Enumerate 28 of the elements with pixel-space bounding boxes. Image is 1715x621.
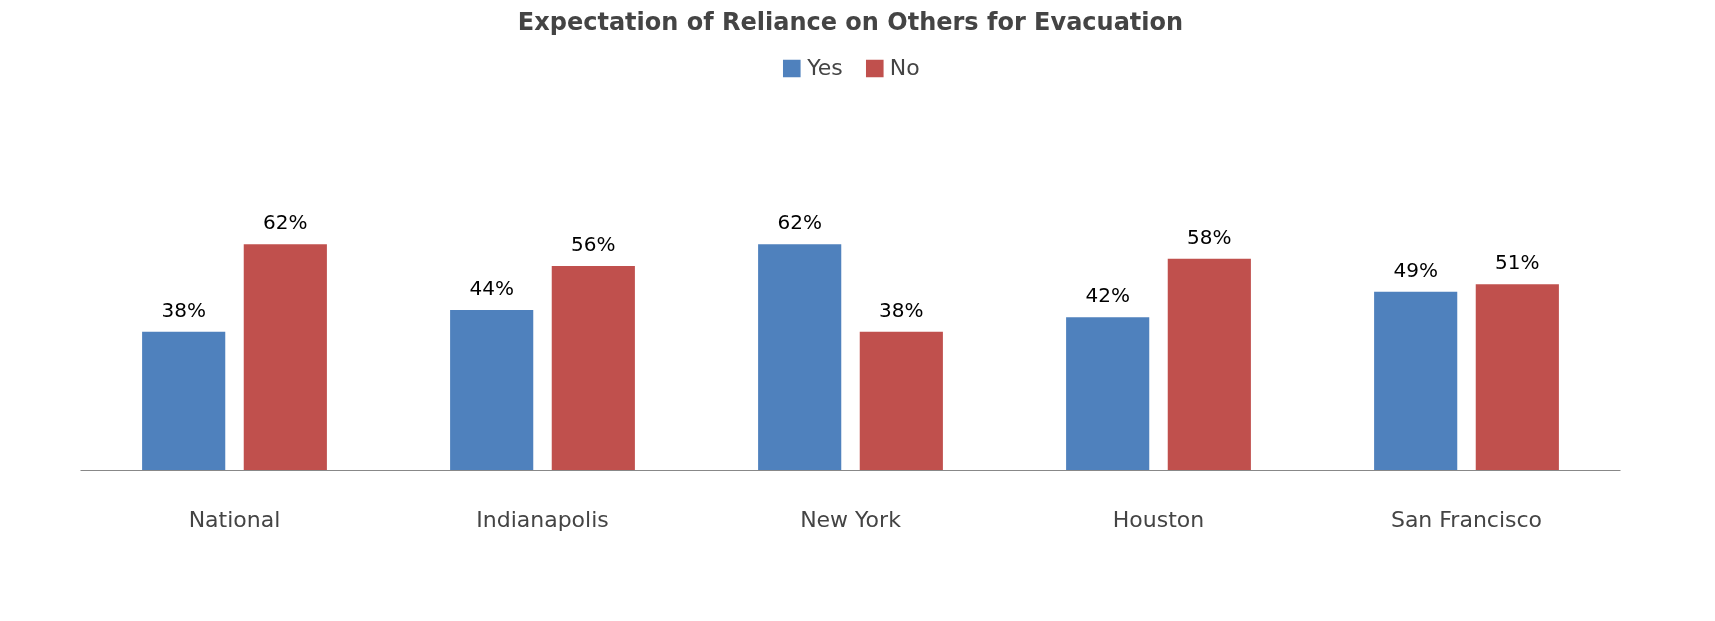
data-label: 51% [1495, 250, 1540, 275]
legend-label: Yes [807, 55, 843, 80]
bar [551, 266, 635, 471]
data-label: 38% [161, 297, 206, 322]
bar [758, 244, 842, 471]
bar [859, 331, 943, 471]
bar [243, 244, 327, 471]
x-tick-label: National [188, 506, 281, 532]
x-tick-label: Indianapolis [476, 506, 609, 532]
bar [142, 331, 226, 471]
x-tick-label: Houston [1112, 506, 1205, 532]
data-label: 62% [777, 210, 822, 235]
data-label: 62% [263, 210, 308, 235]
data-label: 56% [571, 232, 616, 257]
data-label: 38% [879, 297, 924, 322]
chart-title: Expectation of Reliance on Others for Evacuation [517, 7, 1184, 36]
data-label: 42% [1085, 283, 1130, 308]
bar [1167, 258, 1251, 471]
data-label: 58% [1187, 224, 1232, 249]
data-label: 49% [1393, 257, 1438, 282]
x-tick-label: San Francisco [1390, 506, 1543, 532]
bar [450, 309, 534, 471]
legend-label: No [889, 55, 920, 80]
bar [1475, 284, 1559, 471]
data-label: 44% [469, 275, 514, 300]
bar [1374, 291, 1458, 471]
bar [1066, 317, 1150, 471]
x-tick-label: New York [800, 506, 902, 532]
